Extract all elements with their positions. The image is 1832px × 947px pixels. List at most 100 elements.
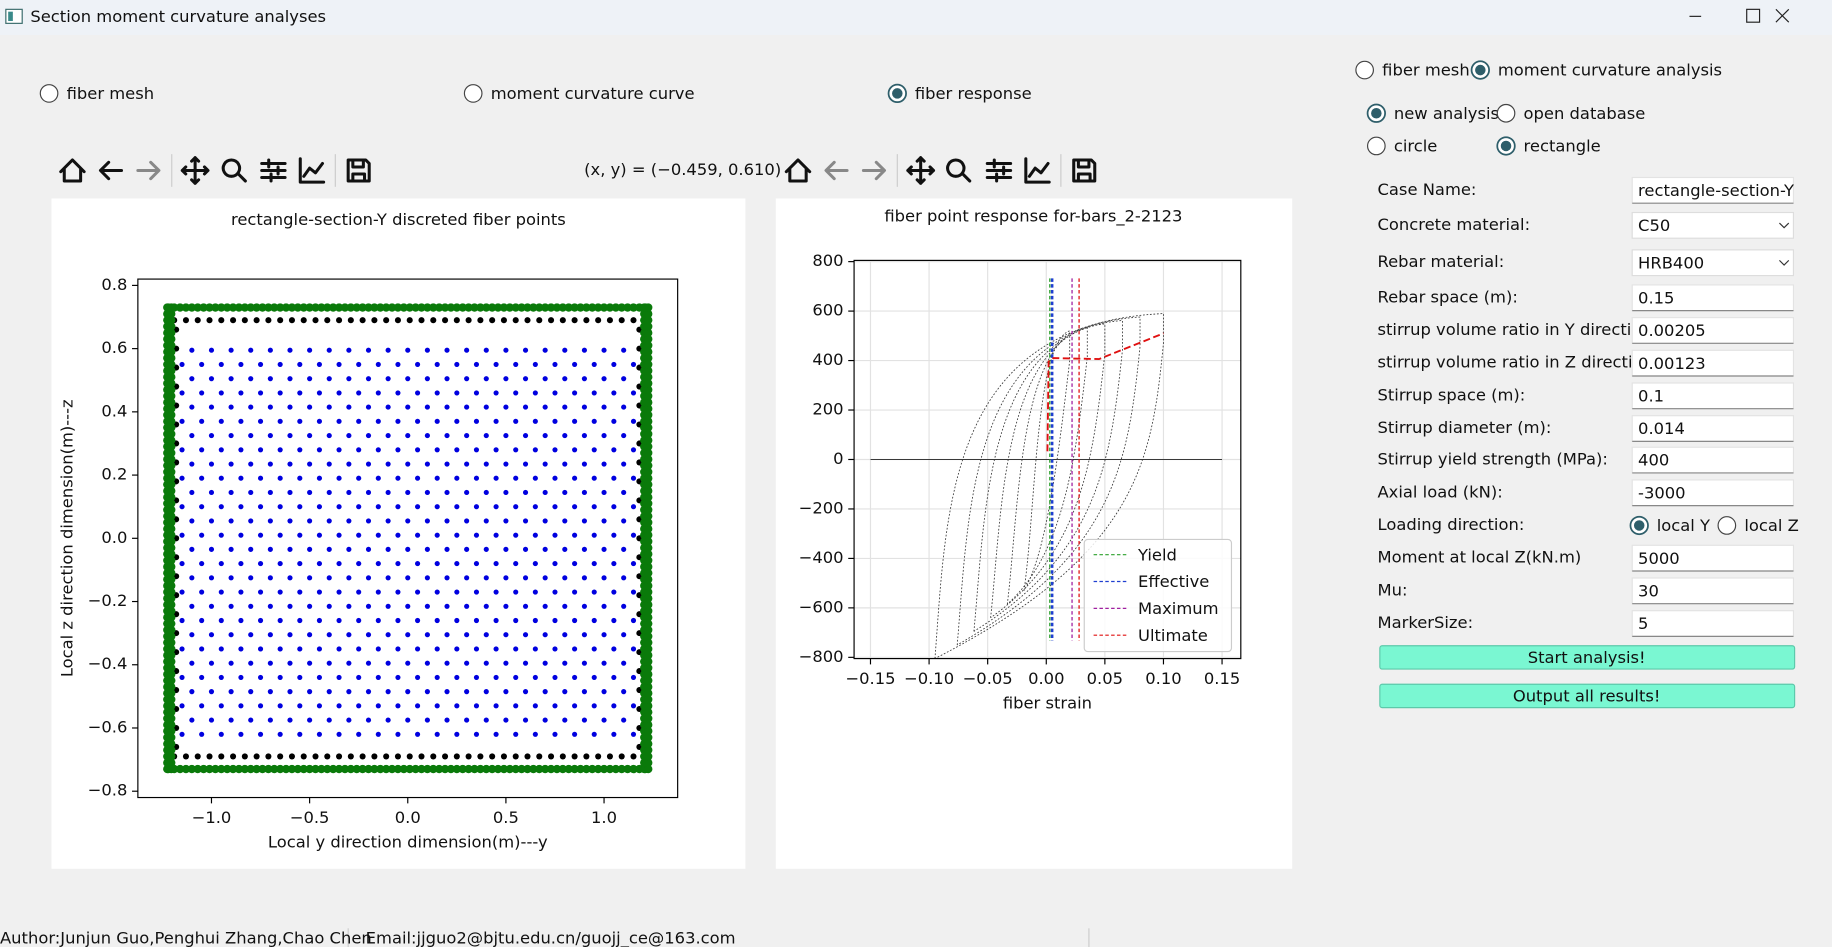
toolbar-button[interactable]: [59, 158, 86, 183]
fiber-point: [601, 461, 607, 467]
view-option[interactable]: moment curvature curve: [463, 84, 695, 103]
direction-option[interactable]: local Y: [1629, 515, 1711, 535]
shape-option[interactable]: circle: [1366, 136, 1438, 156]
fiber-point: [297, 532, 303, 538]
shape-option[interactable]: rectangle: [1496, 136, 1601, 156]
fiber-point: [395, 447, 401, 453]
fiber-point: [181, 764, 191, 774]
input-box[interactable]: [1631, 544, 1795, 572]
text-input[interactable]: 30: [1631, 577, 1795, 605]
radio-button[interactable]: [1366, 136, 1386, 156]
button-face[interactable]: [1379, 645, 1796, 670]
toolbar-button[interactable]: [1024, 157, 1051, 184]
text-input[interactable]: 0.00205: [1631, 317, 1795, 344]
radio-button[interactable]: [1355, 60, 1375, 80]
text-input[interactable]: rectangle-section-Y: [1631, 176, 1795, 204]
close-button[interactable]: [1775, 8, 1790, 23]
fiber-point: [356, 390, 362, 396]
fiber-point: [248, 489, 254, 496]
dropdown[interactable]: HRB400: [1631, 249, 1795, 277]
input-box[interactable]: [1631, 382, 1795, 410]
input-box[interactable]: [1631, 577, 1795, 605]
toolbar-button[interactable]: [946, 158, 972, 183]
radio-button[interactable]: [39, 84, 59, 103]
radio-button[interactable]: [463, 84, 483, 103]
fiber-point: [359, 317, 366, 324]
fiber-point: [415, 475, 421, 481]
toolbar-button[interactable]: [136, 160, 161, 181]
fiber-point: [257, 390, 264, 396]
y-tick-label: 0.2: [101, 465, 127, 484]
toolbar-button[interactable]: [906, 156, 936, 185]
dropdown-box[interactable]: [1631, 249, 1795, 277]
mode-option[interactable]: fiber mesh: [1355, 60, 1470, 80]
toolbar-button[interactable]: [298, 157, 326, 184]
toolbar-button[interactable]: [985, 158, 1013, 183]
text-input[interactable]: 0.1: [1631, 382, 1795, 410]
input-box[interactable]: [1631, 479, 1795, 507]
direction-option[interactable]: local Z: [1717, 516, 1799, 535]
input-box[interactable]: [1631, 176, 1795, 204]
fiber-point: [316, 361, 323, 368]
fiber-point: [522, 689, 529, 695]
fiber-point: [297, 617, 303, 624]
fiber-point: [365, 717, 372, 723]
fiber-point: [558, 764, 568, 774]
button[interactable]: Start analysis!: [1379, 645, 1796, 670]
toolbar-button[interactable]: [260, 158, 287, 183]
fiber-point: [238, 646, 244, 652]
text-input[interactable]: 400: [1631, 446, 1795, 474]
fiber-point: [591, 731, 597, 737]
input-box[interactable]: [1631, 317, 1795, 344]
text-input[interactable]: 5: [1631, 610, 1795, 637]
toolbar-button[interactable]: [98, 160, 124, 181]
fiber-point: [356, 646, 362, 652]
fiber-point: [571, 317, 578, 324]
toolbar-button[interactable]: [861, 160, 886, 181]
fiber-point: [267, 717, 273, 723]
button-face[interactable]: [1379, 683, 1796, 709]
toolbar-button[interactable]: [1072, 158, 1097, 183]
fiber-point: [434, 617, 440, 624]
maximize-button[interactable]: [1746, 8, 1761, 23]
fiber-point: [605, 764, 615, 774]
view-option[interactable]: fiber mesh: [39, 84, 154, 103]
toolbar-button[interactable]: [221, 158, 247, 183]
fiber-point: [326, 432, 332, 439]
radio-button[interactable]: [1717, 516, 1737, 535]
fiber-point: [630, 617, 637, 624]
fiber-point: [299, 303, 308, 312]
text-input[interactable]: 0.00123: [1631, 349, 1795, 377]
fiber-point: [340, 303, 350, 312]
source-option[interactable]: open database: [1496, 103, 1645, 123]
fiber-point: [572, 731, 578, 737]
toolbar-button[interactable]: [346, 158, 371, 183]
source-option[interactable]: new analysis: [1366, 103, 1499, 123]
dropdown[interactable]: C50: [1631, 211, 1795, 239]
toolbar-button[interactable]: [824, 160, 849, 181]
button[interactable]: Output all results!: [1379, 683, 1796, 709]
fiber-point: [167, 537, 176, 546]
text-input[interactable]: 0.014: [1631, 415, 1795, 442]
fiber-point: [473, 447, 480, 453]
fiber-point: [277, 418, 283, 424]
fiber-point: [208, 603, 215, 609]
fiber-point: [167, 651, 176, 660]
fiber-point: [581, 603, 587, 609]
fiber-point: [644, 353, 653, 363]
mode-option[interactable]: moment curvature analysis: [1470, 60, 1723, 80]
toolbar-button[interactable]: [180, 156, 210, 185]
hysteresis-loop: [973, 320, 1123, 632]
input-box[interactable]: [1631, 610, 1795, 637]
fiber-point: [405, 347, 411, 353]
fiber-point: [434, 674, 440, 680]
radio-button[interactable]: [1496, 103, 1516, 123]
text-input[interactable]: 0.15: [1631, 284, 1795, 312]
toolbar-button[interactable]: [784, 158, 812, 183]
view-option[interactable]: fiber response: [887, 83, 1032, 103]
fiber-point: [591, 589, 597, 595]
dropdown-box[interactable]: [1631, 211, 1795, 239]
text-input[interactable]: 5000: [1631, 544, 1795, 572]
fiber-point: [324, 317, 331, 324]
text-input[interactable]: -3000: [1631, 479, 1795, 507]
